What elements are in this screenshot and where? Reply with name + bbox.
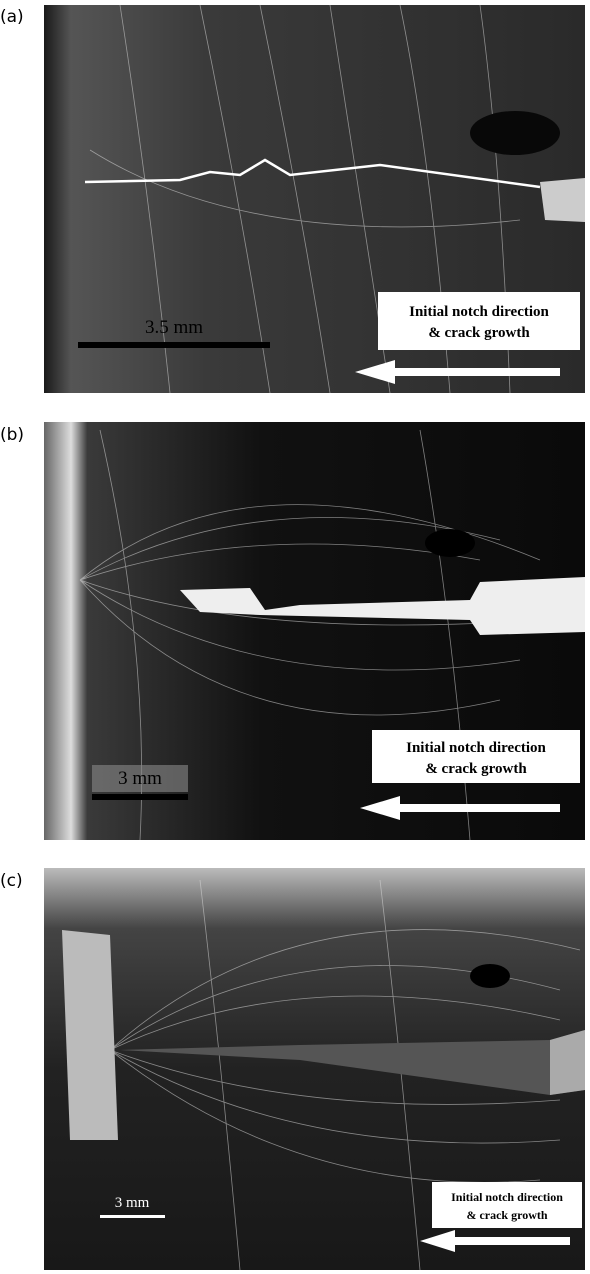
page: (a) Initial notch direction & crack grow… [0, 0, 590, 1274]
scale-bar [78, 342, 270, 348]
scale-bar-label: 3 mm [118, 768, 162, 789]
annotation-line: & crack growth [425, 761, 527, 777]
spot [470, 111, 560, 155]
panel-label: (a) [0, 7, 24, 27]
annotation-line: Initial notch direction [451, 1190, 563, 1204]
panel-label: (b) [0, 425, 24, 445]
panel-label: (c) [0, 871, 23, 891]
scale-bar [92, 794, 188, 800]
annotation-box [378, 292, 580, 350]
figure: (a) Initial notch direction & crack grow… [0, 0, 590, 1274]
spot [425, 529, 475, 557]
annotation-line: Initial notch direction [406, 740, 546, 756]
annotation-line: & crack growth [466, 1208, 547, 1222]
notch [550, 1030, 585, 1095]
specimen-edge [62, 930, 118, 1140]
panel-b: (b) Initial notch direction & crack grow… [0, 422, 585, 840]
annotation-line: & crack growth [428, 325, 530, 341]
panel-a: (a) Initial notch direction & crack grow… [0, 5, 585, 393]
panel-c: (c) Initial notch direction & crack grow… [0, 868, 585, 1270]
scale-bar-label: 3 mm [115, 1195, 150, 1211]
annotation-line: Initial notch direction [409, 304, 549, 320]
notch [540, 178, 585, 222]
scale-bar [100, 1215, 165, 1218]
spot [470, 964, 510, 988]
scale-bar-label: 3.5 mm [145, 317, 203, 338]
